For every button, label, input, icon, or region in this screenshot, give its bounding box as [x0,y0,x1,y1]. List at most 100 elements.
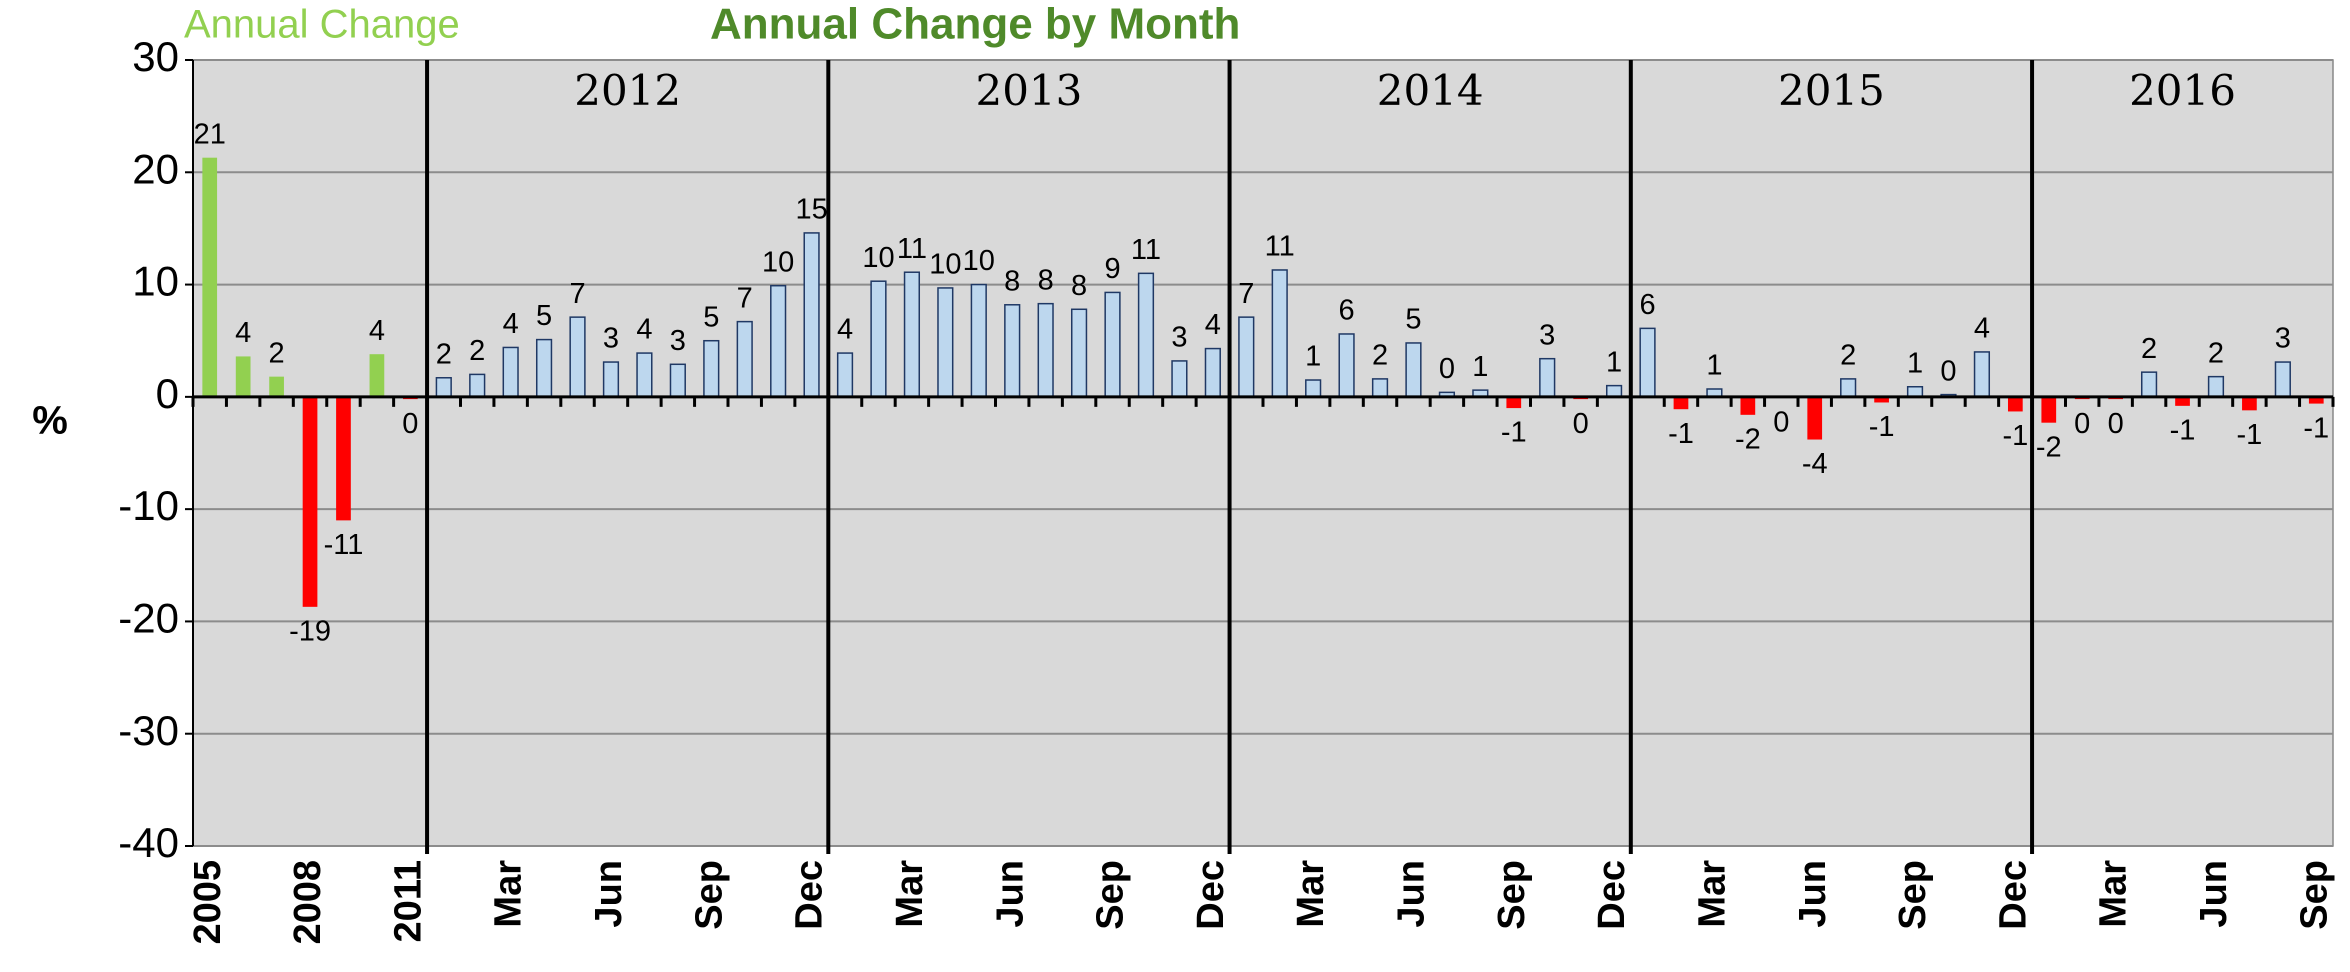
bar [2140,371,2158,398]
value-label: 11 [1131,234,1161,266]
value-label: -1 [2237,419,2263,451]
value-label: -4 [1802,448,1828,480]
x-tick-label: Dec [1591,860,1633,930]
value-label: 2 [2208,337,2224,369]
y-tick-label: -40 [118,819,179,866]
x-tick-label: Sep [688,860,730,930]
bar [435,377,452,398]
year-label: 2016 [2129,66,2236,115]
bar [2308,396,2324,404]
bar [1506,396,1522,409]
bar [235,356,251,397]
value-label: 2 [1372,340,1388,372]
bar [569,316,586,398]
value-label: -1 [1869,411,1895,443]
x-tick-label: Sep [2293,860,2335,930]
value-label: -1 [2002,420,2028,452]
value-label: 8 [1038,264,1054,296]
value-label: 2 [2141,333,2157,365]
bar [2175,396,2190,406]
x-tick-label: Jun [989,860,1031,928]
value-label: 0 [1940,355,1956,387]
value-label: 3 [603,323,619,355]
value-label: 0 [2108,408,2124,440]
x-tick-label: Sep [1090,860,1132,930]
value-label: 8 [1004,265,1020,297]
value-label: 4 [636,314,652,346]
bar [669,363,686,398]
value-label: 0 [1573,408,1589,440]
bar [1338,333,1355,398]
value-label: -2 [2036,431,2062,463]
bar [1104,291,1121,398]
value-label: -1 [1668,418,1694,450]
value-label: 2 [1840,340,1856,372]
value-label: 1 [1305,341,1321,373]
x-tick-label: Mar [889,860,931,928]
value-label: 7 [737,282,753,314]
value-label: 11 [897,233,927,265]
bar [1874,396,1889,403]
bar [803,232,820,398]
legend-label: Annual Change [184,3,460,47]
bar [1673,396,1689,410]
value-label: 5 [1405,304,1421,336]
value-label: 8 [1071,270,1087,302]
x-tick-label: Dec [1190,860,1232,930]
bar [1070,308,1088,398]
value-label: 3 [1171,322,1187,354]
bar [770,284,787,398]
year-label: 2015 [1778,66,1885,115]
value-label: 6 [1639,289,1655,321]
value-label: 0 [1773,407,1789,439]
value-label: -1 [2303,412,2329,444]
value-label: 1 [1706,350,1722,382]
bar [369,354,385,397]
bar [937,287,954,398]
value-label: 7 [1238,278,1254,310]
y-tick-label: 20 [132,145,179,192]
x-tick-label: Mar [1691,860,1733,928]
value-label: 1 [1472,351,1488,383]
value-label: 10 [862,242,894,274]
bar [2274,361,2291,398]
bar [1171,360,1188,398]
value-label: 15 [795,194,827,226]
y-tick-label: 30 [132,33,179,80]
value-label: 3 [1539,319,1555,351]
bar [703,339,720,398]
value-label: 1 [1907,347,1923,379]
value-label: 10 [762,246,794,278]
x-tick-label: Dec [789,860,831,930]
bar [1639,327,1656,398]
value-label: 21 [194,118,226,150]
bar [1037,302,1054,398]
bar [1807,396,1823,440]
value-label: 1 [1606,346,1622,378]
bar [870,280,887,398]
plot-area [192,59,2334,847]
bar [1906,386,1924,398]
value-label: 4 [837,314,853,346]
value-label: 4 [369,315,385,347]
bar [2242,396,2257,411]
bar [2041,396,2057,423]
value-label: 3 [2275,323,2291,355]
x-tick-label: 2005 [187,860,229,945]
value-label: 9 [1104,253,1120,285]
bar [1973,351,1991,398]
value-label: -1 [2170,414,2196,446]
x-tick-label: Mar [2093,860,2135,928]
value-label: 2 [269,337,285,369]
bar [1204,347,1221,398]
bar [302,396,318,607]
value-label: 4 [503,308,519,340]
bar [202,157,218,397]
value-label: 6 [1339,295,1355,327]
value-label: 2 [436,338,452,370]
value-label: -19 [289,615,331,647]
bar [836,352,854,398]
bar [269,376,284,397]
year-label: 2012 [574,66,681,115]
